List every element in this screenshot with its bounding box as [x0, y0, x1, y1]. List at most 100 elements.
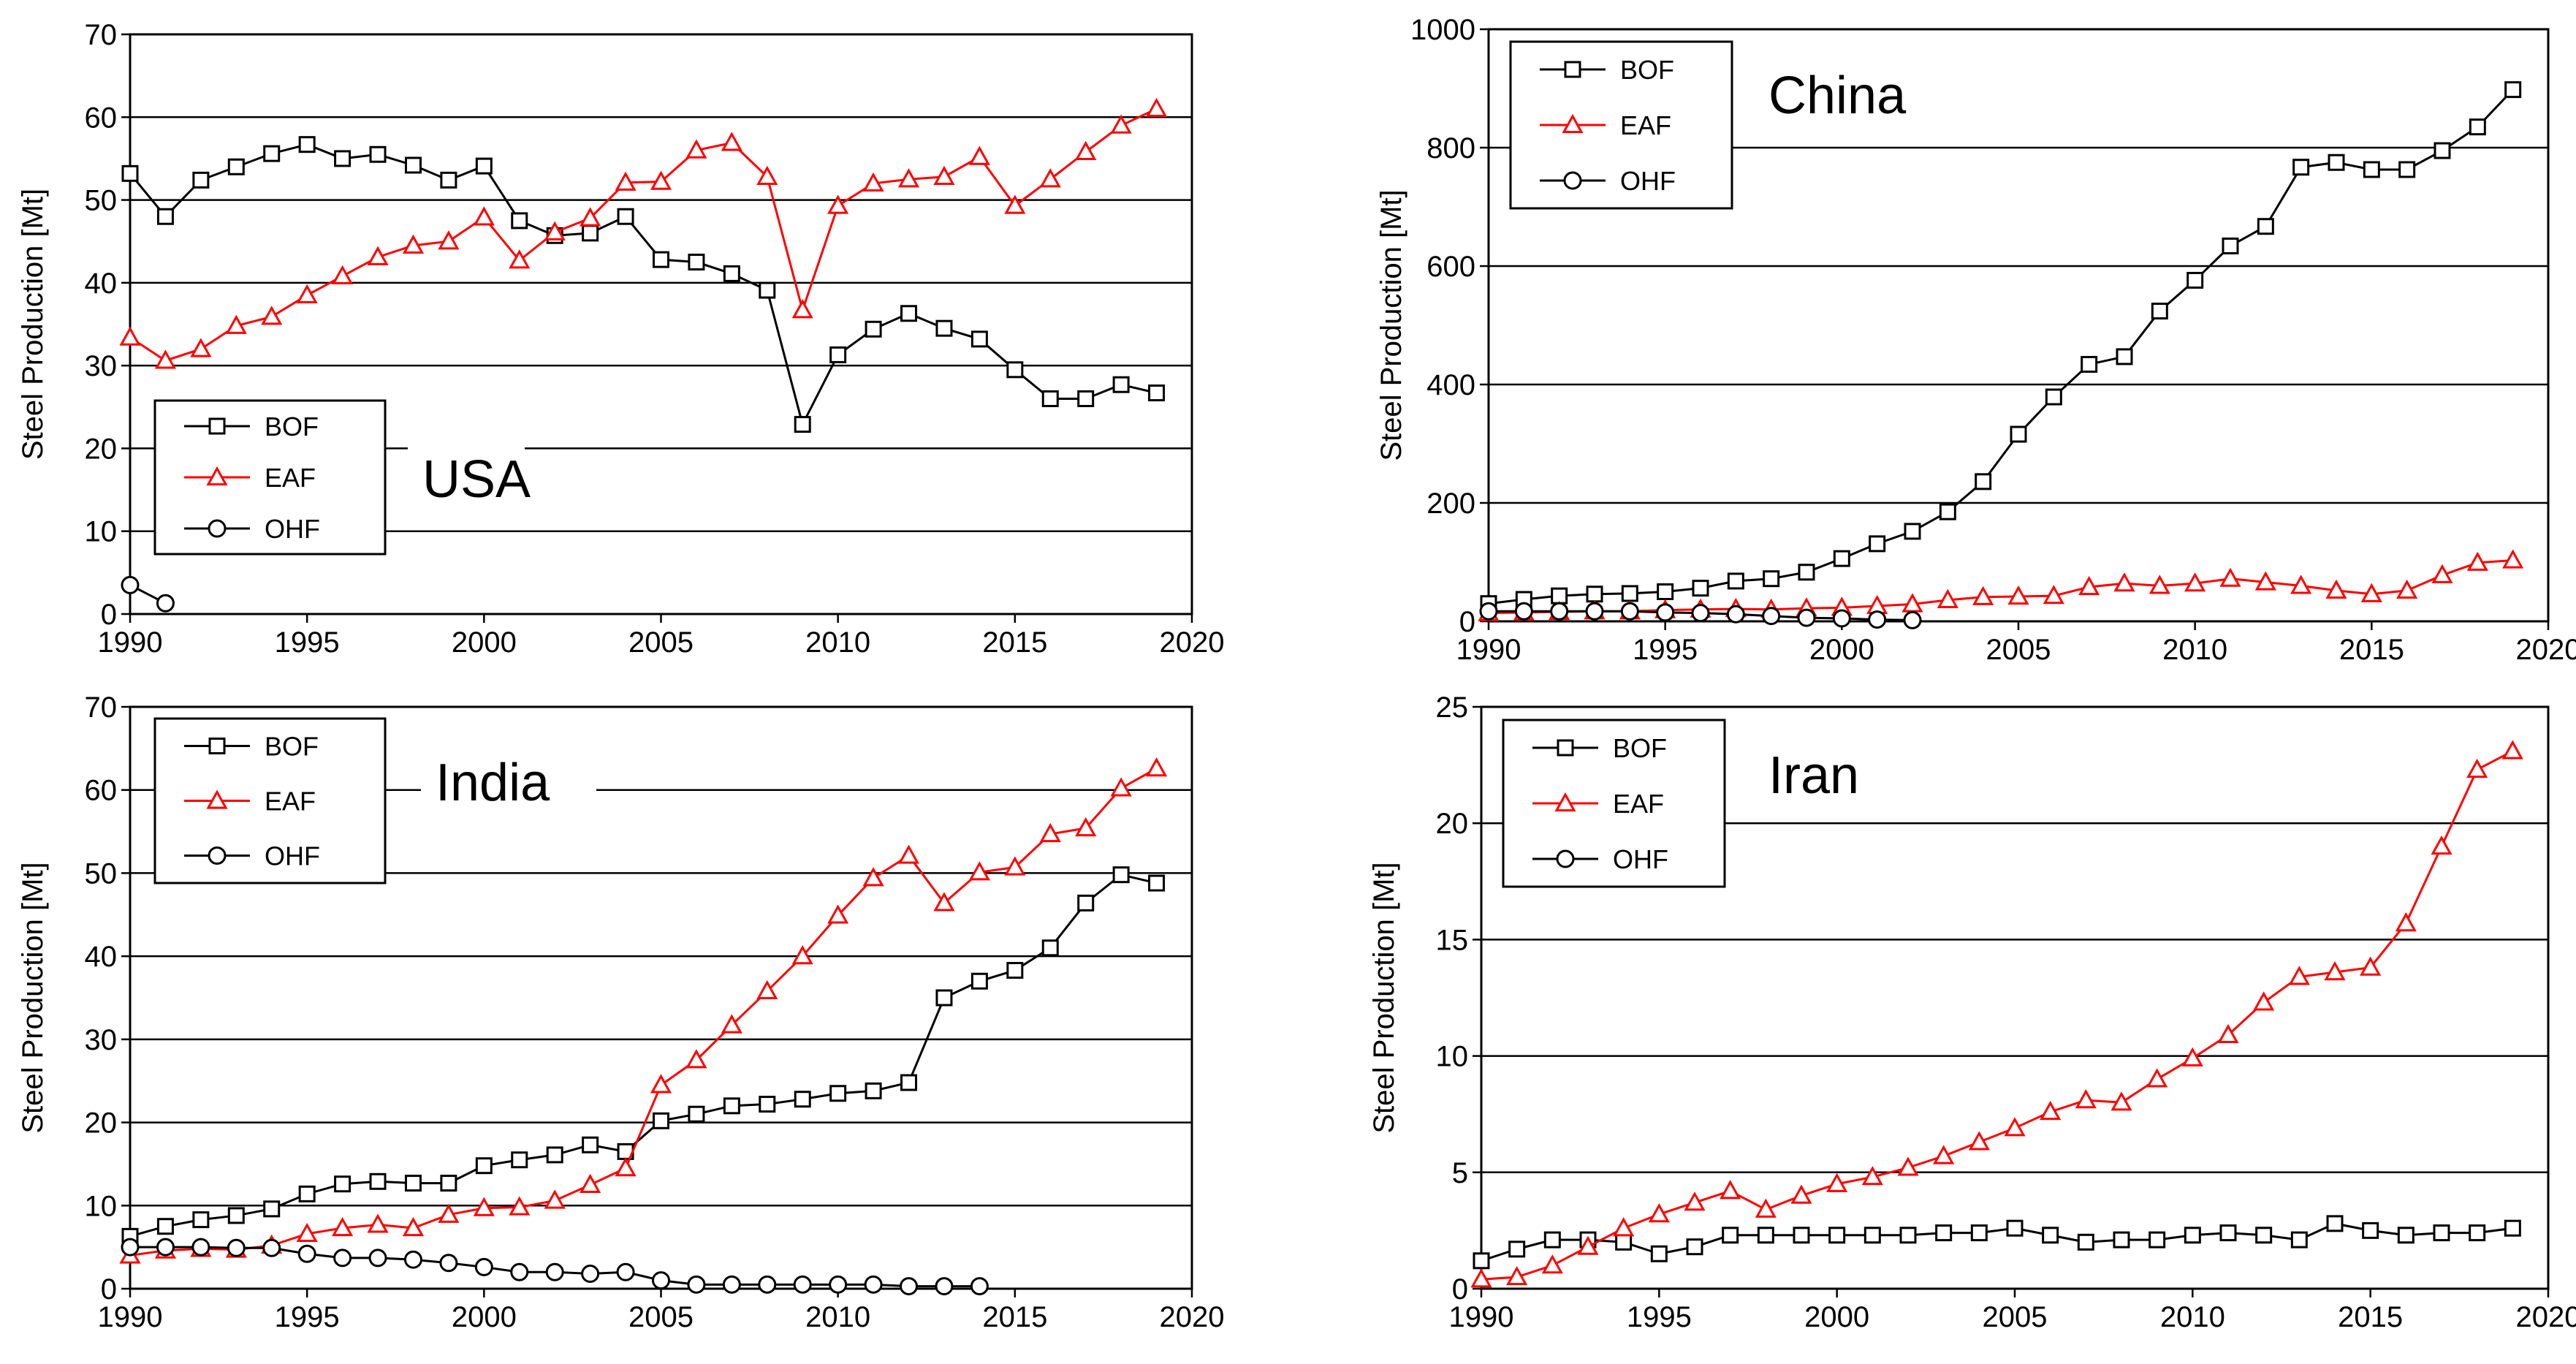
point-bof-1991: [156, 1218, 174, 1235]
x-tick-label: 1990: [1449, 1301, 1514, 1333]
point-eaf-2016: [1039, 822, 1061, 843]
point-ohf-1995: [1656, 603, 1675, 622]
point-bof-2014: [970, 330, 988, 348]
point-bof-1997: [1722, 1227, 1739, 1244]
legend-marker-bof: [208, 417, 226, 435]
point-bof-2018: [1112, 866, 1130, 884]
point-bof-2017: [1077, 390, 1095, 407]
point-eaf-2015: [2360, 956, 2382, 976]
series-line-eaf: [129, 107, 1158, 362]
y-tick-label: 70: [85, 19, 118, 51]
title-background: [421, 749, 596, 815]
point-eaf-1991: [154, 349, 176, 369]
point-bof-2004: [617, 208, 634, 225]
y-tick-label: 40: [85, 268, 118, 300]
legend-marker-eaf: [1554, 792, 1576, 812]
point-bof-1995: [298, 1185, 316, 1202]
x-tick-label: 2010: [805, 1301, 870, 1333]
point-eaf-2008: [756, 165, 778, 185]
point-eaf-2009: [2146, 1068, 2168, 1088]
point-eaf-2011: [2217, 1023, 2239, 1044]
series-bof: [121, 136, 1166, 433]
x-tick-label: 2015: [2338, 1301, 2403, 1333]
point-eaf-2001: [509, 249, 531, 269]
point-ohf-2014: [970, 1277, 989, 1296]
series-line-bof: [129, 874, 1157, 1238]
point-eaf-2010: [827, 194, 849, 214]
point-eaf-2001: [509, 1196, 531, 1216]
y-tick-label: 0: [101, 1273, 117, 1306]
point-eaf-2002: [1897, 1156, 1919, 1176]
point-eaf-2016: [2395, 912, 2417, 932]
x-tick-label: 2020: [1160, 626, 1225, 659]
series-eaf: [1470, 740, 2523, 1288]
x-tick-label: 2010: [2162, 634, 2227, 666]
point-eaf-1995: [296, 284, 318, 303]
point-eaf-2003: [1933, 1145, 1955, 1164]
point-eaf-2013: [933, 892, 955, 912]
point-bof-2006: [2042, 1227, 2059, 1244]
point-eaf-2012: [897, 844, 920, 864]
chart-panel-iran: 0 5 10 15 20 25 1990 1995 2000 2005 2010 2015 2020 St…: [1368, 692, 2576, 1333]
chart-panel-usa: 0 10 20 30 40 50 60 70 1990 1995 2000 2005 2010 2015 2…: [17, 19, 1224, 659]
point-ohf-2000: [474, 1257, 493, 1276]
point-eaf-1992: [190, 338, 212, 357]
point-bof-2018: [2469, 1224, 2486, 1242]
x-tick-label: 2020: [2516, 634, 2576, 666]
point-ohf-2001: [510, 1262, 529, 1281]
x-tick-label: 2005: [1983, 1301, 2048, 1333]
point-ohf-1998: [1762, 607, 1781, 626]
point-bof-2017: [1077, 894, 1095, 912]
legend-marker-eaf: [206, 789, 228, 809]
point-bof-2009: [794, 1091, 811, 1108]
y-tick-label: 10: [85, 1190, 118, 1222]
legend-label-ohf: OHF: [1620, 166, 1676, 196]
point-bof-2001: [511, 1151, 528, 1169]
point-bof-2001: [511, 212, 528, 230]
legend: BOF EAF OHF: [153, 399, 387, 556]
point-eaf-1993: [225, 314, 247, 334]
point-eaf-1996: [1684, 1191, 1706, 1211]
legend-marker-ohf: [1563, 171, 1582, 190]
point-eaf-2006: [2040, 1100, 2062, 1121]
legend-label-eaf: EAF: [265, 787, 316, 816]
point-ohf-2003: [581, 1265, 600, 1284]
point-eaf-2008: [2110, 1091, 2132, 1111]
x-tick-label: 2005: [1986, 634, 2051, 666]
point-bof-2003: [1939, 503, 1956, 520]
point-eaf-1994: [261, 306, 283, 325]
legend-label-bof: BOF: [1613, 733, 1667, 763]
point-eaf-2015: [2360, 583, 2382, 602]
point-bof-1994: [1615, 1233, 1633, 1251]
point-ohf-1991: [156, 594, 175, 613]
point-eaf-2016: [2396, 579, 2418, 599]
point-bof-1999: [440, 1175, 457, 1192]
point-eaf-2009: [791, 299, 813, 319]
legend-label-eaf: EAF: [265, 463, 316, 493]
y-tick-label: 70: [85, 692, 118, 724]
legend-label-ohf: OHF: [265, 841, 320, 871]
x-tick-label: 2015: [982, 1301, 1047, 1333]
chart-title: Iran: [1768, 746, 1859, 805]
point-eaf-2010: [2184, 572, 2206, 592]
point-bof-2012: [900, 1074, 918, 1091]
point-bof-1994: [1621, 585, 1638, 602]
point-eaf-2005: [650, 1074, 672, 1094]
x-tick-label: 2020: [2516, 1301, 2576, 1333]
point-bof-2008: [759, 281, 776, 299]
point-bof-2010: [829, 346, 847, 363]
x-tick-label: 1995: [275, 626, 340, 659]
point-eaf-2009: [2148, 575, 2170, 594]
point-bof-1990: [1473, 1252, 1490, 1270]
point-eaf-2007: [721, 132, 742, 151]
plot-frame: [1480, 705, 2550, 1290]
point-bof-2016: [1041, 939, 1059, 957]
point-ohf-1991: [156, 1238, 175, 1257]
point-bof-2012: [2257, 218, 2274, 235]
point-bof-1991: [1508, 1240, 1526, 1258]
x-tick-label: 1990: [1456, 634, 1521, 666]
point-bof-1993: [227, 1207, 245, 1224]
point-ohf-1997: [368, 1249, 387, 1268]
point-eaf-2000: [473, 1197, 495, 1216]
